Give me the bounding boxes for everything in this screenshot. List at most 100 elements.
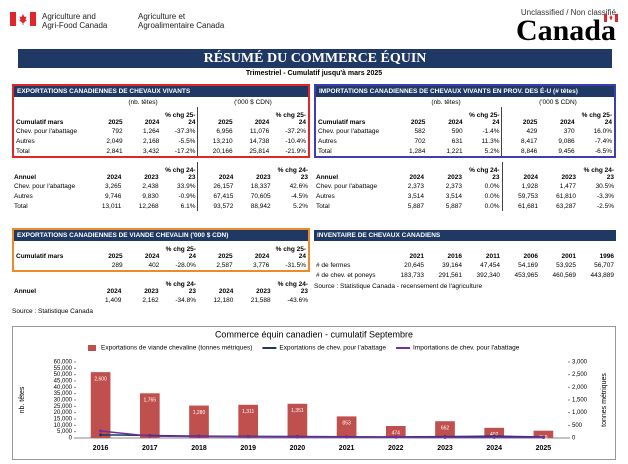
- cell: 53,925: [556, 261, 576, 269]
- cell: -37.2%: [285, 127, 306, 135]
- column-header: % chg 25-24: [581, 112, 612, 126]
- column-header: 2011: [485, 253, 500, 260]
- column-header: 2024: [254, 253, 270, 260]
- cell: 13,210: [197, 136, 235, 146]
- row-label: Annuel: [14, 174, 37, 181]
- line: [100, 430, 544, 439]
- x-tick-label: 2024: [486, 445, 502, 452]
- cell: -2.5%: [597, 202, 614, 210]
- chart: Commerce équin canadien - cumulatif Sept…: [12, 326, 616, 460]
- x-tick-label: 2018: [191, 445, 207, 452]
- cell: -7.4%: [595, 137, 612, 145]
- cell: 39,164: [442, 261, 462, 269]
- cell: 5.2%: [293, 202, 308, 210]
- line-point: [99, 433, 103, 437]
- y2-tick-label: 1,500: [572, 398, 588, 404]
- row-label: # de chev. et poneys: [316, 271, 376, 279]
- line-point: [246, 435, 250, 439]
- x-tick-label: 2021: [339, 445, 355, 452]
- y-tick-label: 0: [69, 436, 73, 442]
- cell: 6.1%: [180, 202, 196, 210]
- panel: EXPORTATIONS CANADIENNES DE VIANDE CHEVA…: [12, 228, 310, 315]
- x-tick-label: 2020: [290, 445, 306, 452]
- bar: [90, 372, 111, 438]
- source-note: Source : Statistique Canada: [12, 308, 93, 315]
- cell: 5.2%: [484, 147, 500, 155]
- data-row: # de chev. et poneys 183,733 291,561 392,34…: [314, 270, 616, 280]
- cell: 2,438: [142, 182, 159, 190]
- legend-label: Importations de chev. pour l'abattage: [413, 345, 520, 352]
- cell: 8,417: [501, 136, 540, 146]
- data-table: Annuel 2024 2023% chg 24-23 2024 2023% chg 2…: [314, 162, 616, 211]
- row-label: Chev. pour l'abattage: [16, 127, 78, 135]
- legend-swatch: [88, 345, 96, 351]
- units-row: (nb. têtes) ('000 $ CDN): [316, 97, 614, 107]
- y-tick-label: 15,000: [54, 417, 73, 423]
- cell: 1,284: [409, 147, 426, 155]
- cell: 2,049: [106, 137, 123, 145]
- cell: -37.3%: [174, 127, 196, 135]
- cell: 5,887: [407, 202, 424, 210]
- column-header: 2023: [256, 288, 271, 295]
- cell: -6.5%: [595, 147, 612, 155]
- cell: -5.5%: [178, 137, 196, 145]
- subtitle: Trimestriel - Cumulatif jusqu'à mars 202…: [245, 70, 383, 77]
- header-row: Annuel 2024 2023% chg 24-23 2024 2023% chg 2…: [314, 162, 616, 181]
- cell: 3,514: [445, 192, 462, 200]
- column-header: % chg 24-23: [277, 281, 308, 295]
- column-header: 2021: [409, 253, 424, 260]
- row-label: Total: [16, 147, 30, 155]
- data-row: Autres 2,049 2,168 -5.5% 13,210 14,738 -10.4%: [14, 136, 308, 146]
- row-label: Total: [14, 202, 28, 210]
- data-row: Autres 702 631 11.3% 8,417 9,086 -7.4%: [316, 136, 614, 146]
- cell: 93,572: [197, 201, 236, 211]
- y2-tick-label: 1,000: [572, 410, 588, 416]
- cell: -31.5%: [285, 261, 306, 269]
- y-tick-label: 50,000: [54, 372, 73, 378]
- panel: IMPORTATIONS CANADIENNES DE CHEVAUX VIVA…: [314, 84, 616, 211]
- y-tick-label: 60,000: [54, 360, 73, 366]
- panel-title: IMPORTATIONS CANADIENNES DE CHEVAUX VIVA…: [316, 86, 614, 97]
- panel-title: EXPORTATIONS CANADIENNES DE VIANDE CHEVA…: [14, 230, 308, 241]
- data-table: (nb. têtes) ('000 $ CDN) Cumulatif mars 202…: [14, 97, 308, 156]
- org-en: Agriculture and Agri-Food Canada: [42, 12, 107, 30]
- cell: 2,373: [407, 182, 424, 190]
- data-row: Chev. pour l'abattage 2,373 2,373 0.0% 1,928…: [314, 181, 616, 191]
- cell: 9,830: [142, 192, 159, 200]
- x-tick-label: 2017: [142, 445, 158, 452]
- data-row: Autres 3,514 3,514 0.0% 59,753 61,810 -3.3%: [314, 191, 616, 201]
- line-point: [295, 435, 299, 439]
- cell: 0.0%: [484, 202, 500, 210]
- column-header: 2016: [447, 253, 462, 260]
- header-row: Cumulatif mars 2025 2024 % chg 25-24 2025 202…: [14, 241, 308, 260]
- row-label: Autres: [16, 137, 35, 145]
- data-row: Autres 9,746 9,830 -0.9% 67,415 70,605 -4.5%: [12, 191, 310, 201]
- y-tick-label: 35,000: [54, 391, 73, 397]
- cell: 453,965: [514, 271, 539, 279]
- y2-tick-label: 0: [572, 436, 576, 442]
- cell: -0.9%: [178, 192, 196, 200]
- row-label: [314, 241, 388, 260]
- x-tick-label: 2016: [93, 445, 109, 452]
- cell: 13,011: [101, 202, 122, 210]
- cell: 33.9%: [177, 182, 196, 190]
- column-header: % chg 25-24: [165, 246, 196, 260]
- cell: 11.3%: [481, 137, 500, 145]
- column-header: 2025: [108, 253, 123, 260]
- line-point: [541, 435, 545, 439]
- y-tick-label: 30,000: [54, 398, 73, 404]
- column-header: % chg 25-24: [275, 112, 306, 126]
- cell: 59,753: [501, 191, 540, 201]
- cell: 61,681: [501, 201, 540, 211]
- column-header: 2025: [410, 119, 426, 126]
- column-header: 2023: [144, 288, 159, 295]
- column-header: 2024: [218, 288, 234, 295]
- cell: 0.0%: [484, 192, 500, 200]
- bar: [287, 403, 308, 438]
- x-tick-label: 2019: [240, 445, 256, 452]
- cell: 9,746: [105, 192, 122, 200]
- cell: 8,846: [501, 146, 540, 156]
- column-header: % chg 24-23: [469, 167, 500, 181]
- data-row: # de fermes 20,645 39,164 47,454 54,169 53,92…: [314, 260, 616, 270]
